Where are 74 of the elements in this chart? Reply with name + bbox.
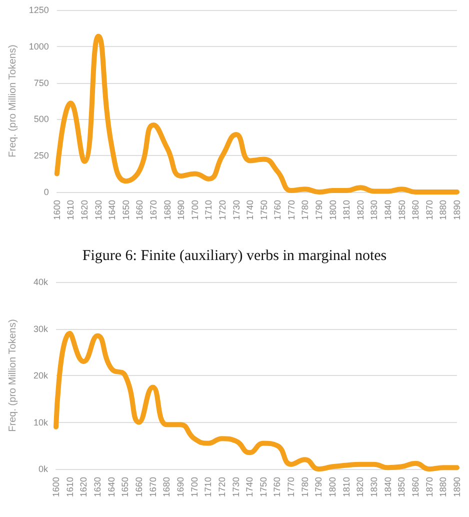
x-tick-label: 1840 [383,200,394,220]
x-tick-label: 1790 [314,477,324,498]
x-tick-label: 1880 [438,477,448,498]
x-tick-label: 1680 [162,477,172,498]
x-tick-label: 1840 [382,477,393,498]
x-tick-label: 1820 [355,477,366,498]
x-tick-label: 1820 [355,200,366,220]
x-tick-label: 1810 [341,477,352,498]
x-tick-label: 1630 [93,200,104,220]
x-tick-label: 1860 [410,477,421,498]
x-tick-label: 1890 [452,477,462,498]
x-tick-label: 1790 [314,200,324,220]
x-tick-label: 1860 [410,200,421,220]
y-tick-label: 750 [34,78,49,88]
x-tick-label: 1660 [134,200,145,220]
x-tick-label: 1680 [162,200,172,220]
y-tick-label: 1000 [28,41,49,52]
y-tick-label: 40k [33,277,48,287]
x-tick-label: 1800 [328,477,338,498]
y-tick-label: 20k [33,370,48,380]
x-tick-label: 1850 [396,200,407,220]
x-tick-label: 1810 [342,200,352,220]
y-tick-label: 0 [44,187,49,197]
x-tick-label: 1640 [106,477,116,498]
x-tick-label: 1710 [204,200,214,220]
x-tick-label: 1730 [230,477,241,498]
x-tick-label: 1800 [328,200,338,220]
caption: Figure 6: Finite (auxiliary) verbs in marginal notes [81,248,388,265]
x-tick-label: 1880 [438,200,448,220]
x-tick-label: 1740 [245,200,256,220]
x-tick-label: 1760 [272,200,283,220]
x-tick-label: 1780 [300,200,310,220]
x-tick-label: 1830 [369,477,380,498]
x-tick-label: 1670 [148,200,158,220]
x-tick-label: 1600 [52,200,62,220]
x-tick-label: 1760 [272,477,282,498]
x-tick-label: 1750 [258,477,268,498]
x-tick-label: 1750 [258,200,269,220]
x-tick-label: 1740 [244,477,255,498]
x-tick-label: 1600 [51,477,61,498]
y-axis-title: Freq. (pro Million Tokens) [8,319,18,432]
x-tick-label: 1610 [66,200,76,220]
x-tick-label: 1700 [189,477,200,498]
y-axis-title: Freq. (pro Million Tokens) [8,44,18,158]
x-tick-label: 1870 [424,200,434,220]
x-tick-label: 1630 [92,477,102,498]
y-tick-label: 0k [38,464,48,474]
x-tick-label: 1830 [369,200,380,220]
x-tick-label: 1890 [452,200,462,220]
x-tick-label: 1640 [107,200,118,220]
x-tick-label: 1620 [78,477,89,498]
y-tick-label: 10k [33,417,48,428]
y-tick-label: 500 [34,114,49,124]
x-tick-label: 1650 [120,477,130,498]
x-tick-label: 1690 [175,477,186,498]
x-tick-label: 1720 [217,200,228,220]
y-tick-label: 250 [34,150,49,161]
x-tick-label: 1850 [396,477,407,498]
x-tick-label: 1870 [424,477,434,498]
x-tick-label: 1620 [80,200,90,220]
x-tick-label: 1780 [300,477,310,498]
x-tick-label: 1650 [120,200,131,220]
x-tick-label: 1690 [176,200,186,220]
x-tick-label: 1660 [134,477,144,498]
x-tick-label: 1700 [190,200,200,220]
x-tick-label: 1720 [216,477,227,498]
x-tick-label: 1710 [203,477,214,498]
y-tick-label: 1250 [28,5,49,15]
x-tick-label: 1770 [286,477,296,498]
x-tick-label: 1670 [148,477,158,498]
x-tick-label: 1730 [231,200,242,220]
x-tick-label: 1610 [64,477,75,498]
x-tick-label: 1770 [286,200,296,220]
y-tick-label: 30k [33,324,48,334]
